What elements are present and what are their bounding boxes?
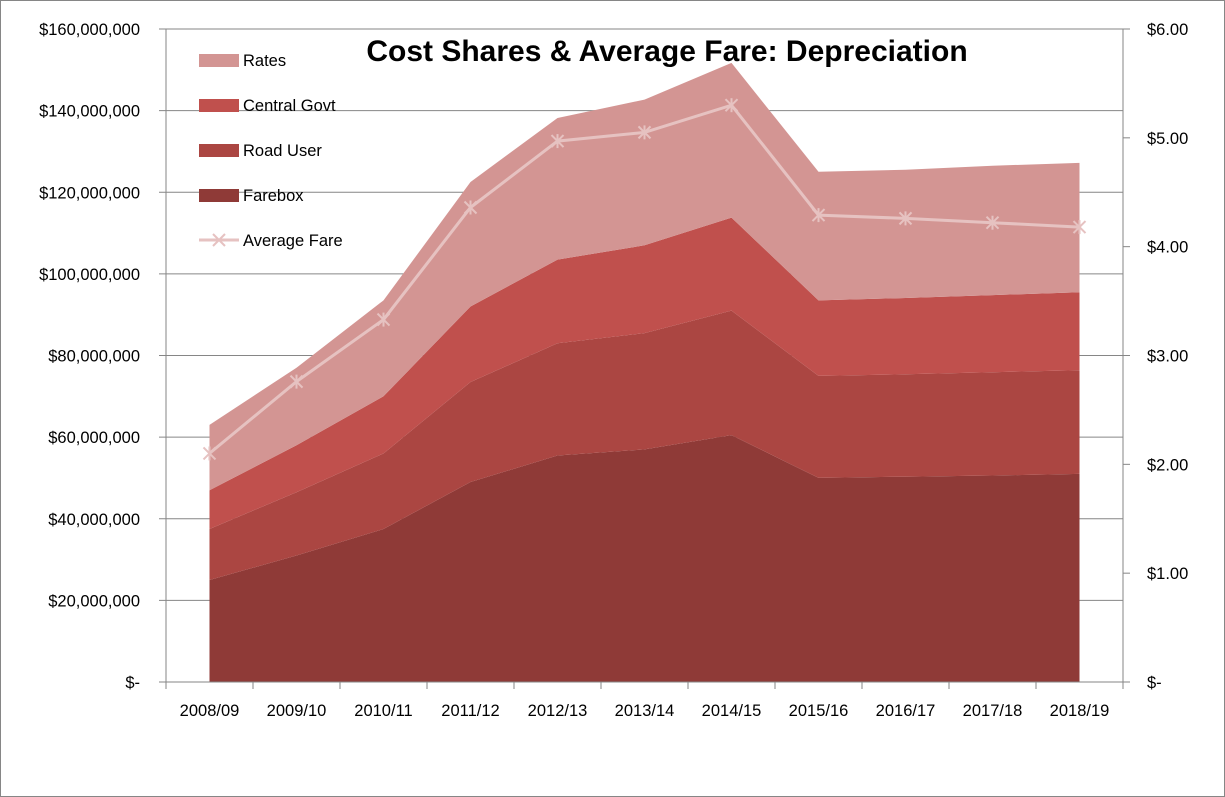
x-tick-label: 2009/10 [267, 702, 327, 720]
legend-label: Farebox [243, 187, 304, 205]
secondary-y-tick-label: $1.00 [1147, 565, 1188, 583]
y-tick-label: $60,000,000 [48, 429, 140, 447]
x-tick-label: 2017/18 [963, 702, 1023, 720]
legend-label: Road User [243, 142, 322, 160]
y-tick-label: $80,000,000 [48, 348, 140, 366]
average-fare-line [202, 98, 1087, 461]
secondary-y-tick-label: $2.00 [1147, 456, 1188, 474]
secondary-y-tick-label: $- [1147, 674, 1162, 692]
average-fare-marker [376, 312, 391, 327]
stacked-areas [209, 62, 1080, 682]
legend-item-road-user: Road User [199, 142, 322, 160]
y-tick-label: $100,000,000 [39, 266, 140, 284]
x-tick-label: 2013/14 [615, 702, 675, 720]
x-tick-label: 2012/13 [528, 702, 588, 720]
legend-item-rates: Rates [199, 52, 286, 70]
y-tick-label: $- [125, 674, 140, 692]
average-fare-marker [289, 374, 304, 389]
legend-item-central-govt: Central Govt [199, 97, 336, 115]
average-fare-marker [985, 215, 1000, 230]
secondary-y-tick-label: $4.00 [1147, 239, 1188, 257]
secondary-y-axis-tick-labels: $- $1.00 $2.00 $3.00 $4.00 $5.00 $6.00 [1147, 21, 1188, 692]
legend-swatch [199, 144, 239, 157]
area-farebox [209, 435, 1080, 682]
legend: Rates Central Govt Road User Farebox Average… [199, 52, 343, 250]
average-fare-marker [898, 211, 913, 226]
area-road-user [209, 310, 1080, 580]
y-axis-tick-labels: $- $20,000,000 $40,000,000 $60,000,000 $80,0… [39, 21, 140, 692]
legend-swatch [199, 54, 239, 67]
x-tick-label: 2011/12 [441, 702, 499, 720]
legend-label: Rates [243, 52, 286, 70]
secondary-y-tick-label: $6.00 [1147, 21, 1188, 39]
y-tick-label: $120,000,000 [39, 184, 140, 202]
average-fare-marker [463, 200, 478, 215]
average-fare-marker [811, 208, 826, 223]
average-fare-marker [1072, 220, 1087, 235]
chart-title: Cost Shares & Average Fare: Depreciation [366, 35, 967, 68]
x-tick-label: 2008/09 [180, 702, 240, 720]
y-tick-label: $160,000,000 [39, 21, 140, 39]
y-tick-label: $40,000,000 [48, 511, 140, 529]
area-rates [209, 62, 1080, 491]
secondary-y-tick-label: $3.00 [1147, 348, 1188, 366]
x-tick-label: 2014/15 [702, 702, 762, 720]
legend-marker [212, 233, 226, 247]
x-tick-label: 2016/17 [876, 702, 936, 720]
y-tick-label: $20,000,000 [48, 592, 140, 610]
secondary-y-tick-label: $5.00 [1147, 130, 1188, 148]
x-tick-label: 2018/19 [1050, 702, 1110, 720]
legend-item-farebox: Farebox [199, 187, 304, 205]
legend-label: Central Govt [243, 97, 336, 115]
y-tick-label: $140,000,000 [39, 103, 140, 121]
legend-label: Average Fare [243, 232, 343, 250]
axes [159, 28, 1130, 689]
average-fare-marker [637, 125, 652, 140]
average-fare-marker [550, 134, 565, 149]
legend-swatch [199, 99, 239, 112]
average-fare-marker [724, 98, 739, 113]
x-tick-label: 2015/16 [789, 702, 849, 720]
area-central-govt [209, 217, 1080, 529]
average-fare-marker [202, 446, 217, 461]
x-axis-tick-labels: 2008/09 2009/10 2010/11 2011/12 2012/13 2013/… [180, 702, 1110, 720]
legend-swatch [199, 189, 239, 202]
legend-item-average-fare: Average Fare [199, 232, 343, 250]
x-tick-label: 2010/11 [354, 702, 412, 720]
